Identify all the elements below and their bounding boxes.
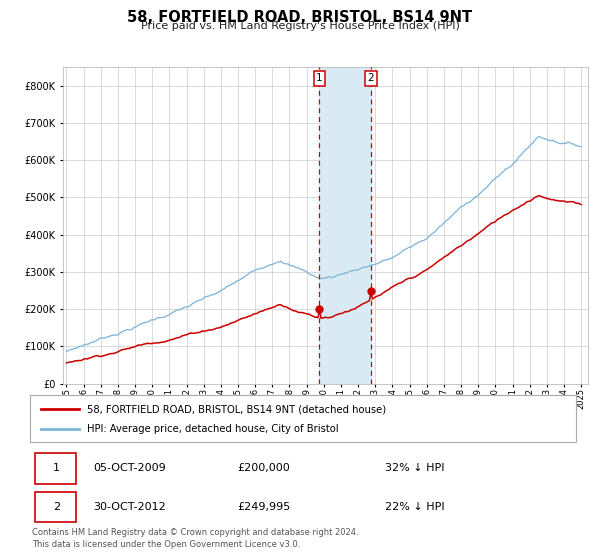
Text: 2: 2 bbox=[53, 502, 60, 512]
Text: HPI: Average price, detached house, City of Bristol: HPI: Average price, detached house, City… bbox=[88, 424, 339, 434]
Text: 58, FORTFIELD ROAD, BRISTOL, BS14 9NT: 58, FORTFIELD ROAD, BRISTOL, BS14 9NT bbox=[127, 10, 473, 25]
Text: 2: 2 bbox=[368, 73, 374, 83]
Text: 1: 1 bbox=[316, 73, 323, 83]
Text: 32% ↓ HPI: 32% ↓ HPI bbox=[385, 464, 445, 473]
Text: 22% ↓ HPI: 22% ↓ HPI bbox=[385, 502, 445, 512]
Text: 05-OCT-2009: 05-OCT-2009 bbox=[93, 464, 166, 473]
FancyBboxPatch shape bbox=[35, 453, 76, 483]
Text: £249,995: £249,995 bbox=[238, 502, 291, 512]
Text: £200,000: £200,000 bbox=[238, 464, 290, 473]
Text: Price paid vs. HM Land Registry's House Price Index (HPI): Price paid vs. HM Land Registry's House … bbox=[140, 21, 460, 31]
Bar bbox=[319, 67, 371, 384]
Text: 30-OCT-2012: 30-OCT-2012 bbox=[93, 502, 166, 512]
Text: 58, FORTFIELD ROAD, BRISTOL, BS14 9NT (detached house): 58, FORTFIELD ROAD, BRISTOL, BS14 9NT (d… bbox=[88, 404, 386, 414]
FancyBboxPatch shape bbox=[30, 395, 576, 442]
Text: 1: 1 bbox=[53, 464, 60, 473]
FancyBboxPatch shape bbox=[35, 492, 76, 522]
Text: Contains HM Land Registry data © Crown copyright and database right 2024.
This d: Contains HM Land Registry data © Crown c… bbox=[32, 528, 359, 549]
